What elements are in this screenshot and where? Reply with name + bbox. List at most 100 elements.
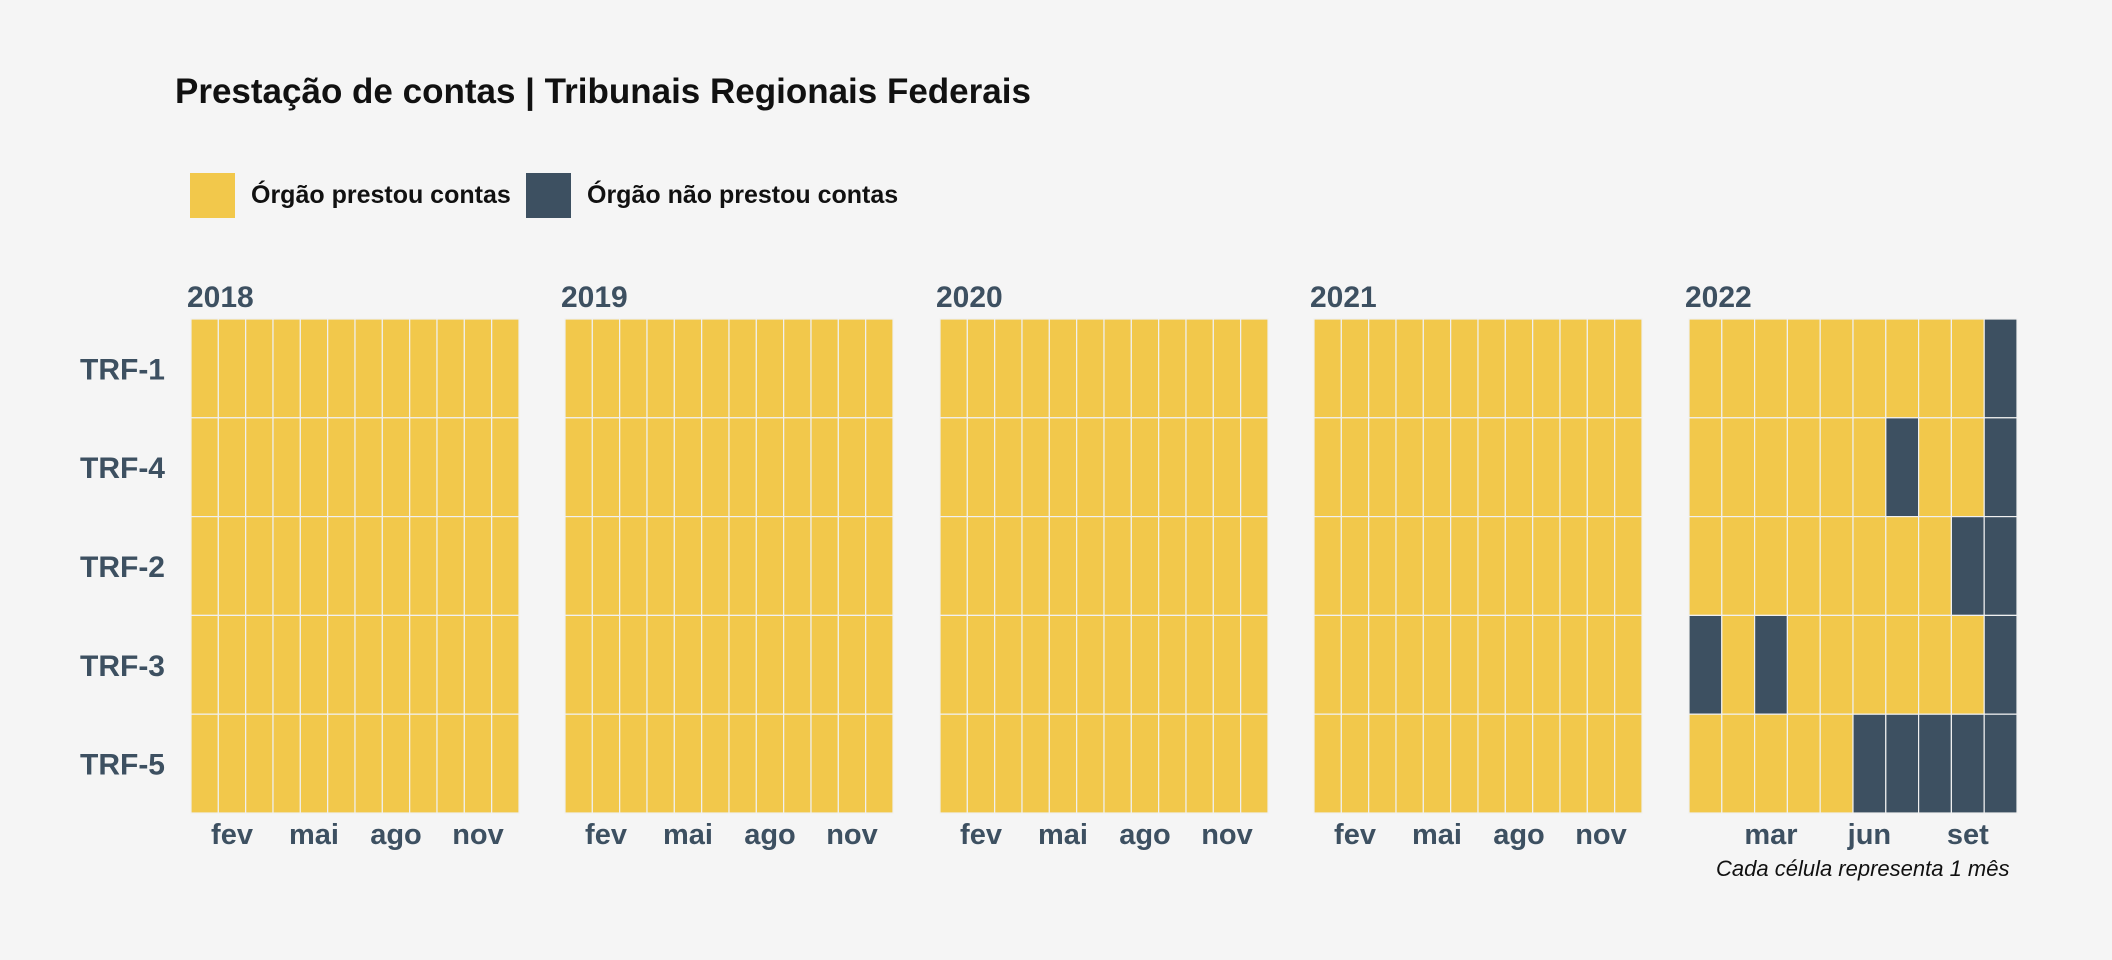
heatmap-cell [1021, 417, 1050, 518]
heatmap-cell [1983, 515, 2018, 616]
heatmap-cell [619, 318, 648, 419]
heatmap-cell [564, 318, 593, 419]
heatmap-cell [755, 713, 785, 814]
heatmap-cell [1852, 318, 1887, 419]
x-tick-label: mai [1038, 819, 1088, 851]
heatmap-cell [409, 614, 438, 715]
heatmap-cell [1103, 614, 1132, 715]
heatmap-cell [939, 318, 968, 419]
heatmap-cell [564, 713, 593, 814]
x-tick-label: mai [663, 819, 713, 851]
heatmap-cell [619, 417, 648, 518]
heatmap-cell [994, 515, 1023, 616]
heatmap-cell [354, 318, 383, 419]
heatmap-cell [491, 318, 520, 419]
heatmap-cell [1076, 318, 1105, 419]
heatmap-cell [1240, 318, 1269, 419]
heatmap-cell [245, 318, 274, 419]
heatmap-cell [1021, 713, 1050, 814]
heatmap-cell [245, 614, 274, 715]
heatmap-cell [1313, 417, 1342, 518]
heatmap-cell [1185, 417, 1214, 518]
heatmap-cell [1586, 318, 1616, 419]
heatmap-cell [1021, 614, 1050, 715]
heatmap-cell [564, 515, 593, 616]
heatmap-cell [1212, 515, 1242, 616]
heatmap-cell [1103, 515, 1132, 616]
heatmap-cell [1786, 614, 1821, 715]
heatmap-cell [463, 417, 493, 518]
heatmap-cell [1340, 515, 1370, 616]
heatmap-cell [217, 417, 247, 518]
heatmap-cell [701, 417, 730, 518]
heatmap-cell [1212, 318, 1242, 419]
heatmap-cell [728, 417, 757, 518]
heatmap-cell [1559, 713, 1588, 814]
heatmap-cell [1559, 515, 1588, 616]
legend-item-not-reported: Órgão não prestou contas [526, 172, 898, 218]
heatmap-cell [1240, 614, 1269, 715]
heatmap-cell [1340, 713, 1370, 814]
heatmap-cell [1688, 318, 1723, 419]
heatmap-cell [1185, 614, 1214, 715]
heatmap-cell [1983, 713, 2018, 814]
heatmap-cell [1721, 318, 1756, 419]
heatmap-cell [1313, 713, 1342, 814]
heatmap-cell [1950, 417, 1985, 518]
heatmap-cell [381, 515, 411, 616]
heatmap-cell [1721, 417, 1756, 518]
heatmap-cell [1852, 713, 1887, 814]
heatmap-cell [1048, 713, 1078, 814]
heatmap-cell [1753, 614, 1788, 715]
heatmap-cell [354, 515, 383, 616]
heatmap-cell [1950, 318, 1985, 419]
heatmap-cell [1477, 417, 1506, 518]
heatmap-cell [1614, 614, 1643, 715]
heatmap-cell [673, 417, 703, 518]
heatmap-cell [1340, 417, 1370, 518]
heatmap-cell [646, 713, 675, 814]
heatmap-cell [591, 417, 621, 518]
heatmap-cell [1340, 318, 1370, 419]
heatmap-cell [463, 515, 493, 616]
heatmap-cell [299, 318, 329, 419]
heatmap-cell [966, 515, 996, 616]
x-tick-label: nov [1575, 819, 1627, 851]
heatmap-cell [783, 713, 812, 814]
heatmap-cell [1559, 614, 1588, 715]
heatmap-cell [1983, 417, 2018, 518]
heatmap-cell [1313, 614, 1342, 715]
heatmap-cell [1504, 318, 1534, 419]
heatmap-cell [1368, 318, 1397, 419]
heatmap-cell [491, 614, 520, 715]
legend-label-reported: Órgão prestou contas [251, 180, 511, 209]
heatmap-cell [646, 417, 675, 518]
heatmap-cell [1240, 515, 1269, 616]
x-tick-label: mai [289, 819, 339, 851]
heatmap-cell [245, 417, 274, 518]
heatmap-cell [354, 614, 383, 715]
heatmap-cell [810, 713, 839, 814]
heatmap-cell [190, 318, 219, 419]
heatmap-cell [1885, 713, 1920, 814]
heatmap-cell [728, 318, 757, 419]
heatmap-cell [1721, 515, 1756, 616]
heatmap-cell [190, 515, 219, 616]
heatmap-cell [272, 417, 301, 518]
x-tick-label: nov [826, 819, 878, 851]
heatmap-cell [1368, 515, 1397, 616]
heatmap-cell [1422, 614, 1452, 715]
heatmap-cell [436, 318, 465, 419]
heatmap-cell [810, 515, 839, 616]
heatmap-cell [728, 713, 757, 814]
heatmap-cell [1422, 417, 1452, 518]
heatmap-cell [1586, 713, 1616, 814]
heatmap-cell [381, 713, 411, 814]
heatmap-cell [1368, 417, 1397, 518]
x-tick-label: mar [1744, 819, 1797, 851]
heatmap-cell [1158, 318, 1187, 419]
heatmap-cell [1504, 614, 1534, 715]
heatmap-cell [436, 417, 465, 518]
heatmap-cell [217, 713, 247, 814]
